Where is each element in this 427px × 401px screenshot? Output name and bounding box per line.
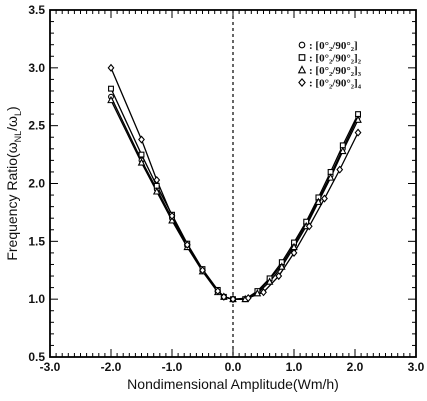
y-tick-label: 2.0 — [28, 177, 45, 191]
series-markers — [107, 63, 362, 304]
diamond-marker — [298, 78, 306, 87]
series-lines — [110, 67, 359, 300]
x-tick-label: 1.0 — [286, 360, 303, 374]
y-tick-label: 1.0 — [28, 292, 45, 306]
square-marker — [108, 85, 114, 92]
legend: : [0°₂/90°₂]: [0°₂/90°₂]₂: [0°₂/90°₂]₃: … — [297, 40, 362, 90]
legend-entry: : [0°₂/90°₂] — [309, 40, 358, 52]
diamond-marker — [290, 248, 298, 257]
diamond-marker — [183, 240, 191, 249]
triangle-marker — [277, 262, 286, 270]
x-tick-label: 0.0 — [225, 360, 242, 374]
diamond-marker — [260, 288, 267, 297]
x-tick-label: 2.0 — [347, 360, 364, 374]
series-line — [110, 67, 359, 300]
diamond-marker — [229, 295, 237, 304]
triangle-marker — [314, 197, 323, 205]
diamond-marker — [199, 266, 206, 275]
y-label-sub1: NL — [13, 131, 23, 143]
y-tick-label: 0.5 — [28, 350, 45, 364]
tick-labels: -3.0 -2.0 -1.0 0.0 1.0 2.0 3.0 0.5 1.0 1.5 2.0 2.5 3… — [28, 3, 424, 374]
y-tick-label: 3.5 — [28, 3, 45, 17]
diamond-marker — [244, 293, 252, 303]
diamond-marker — [153, 175, 161, 185]
y-label-end: ) — [4, 106, 20, 111]
triangle-marker — [253, 288, 262, 297]
diamond-marker — [354, 128, 362, 137]
diamond-marker — [275, 271, 283, 281]
y-axis-label: Frequency Ratio(ωNL/ωL) — [4, 106, 23, 260]
triangle-marker — [152, 187, 161, 195]
diamond-marker — [168, 211, 176, 220]
triangle-marker — [107, 95, 115, 104]
triangle-marker — [354, 115, 362, 123]
y-label-main: Frequency Ratio(ω — [4, 142, 20, 260]
legend-entry: : [0°₂/90°₂]₂ — [309, 53, 362, 65]
diamond-marker — [138, 135, 145, 144]
y-label-mid: /ω — [4, 116, 20, 131]
x-tick-label: 3.0 — [408, 360, 425, 374]
y-label-sub2: L — [13, 111, 23, 116]
triangle-marker — [338, 146, 347, 155]
diamond-marker — [321, 194, 328, 203]
x-axis-label: Nondimensional Amplitude(Wm/h) — [127, 376, 339, 392]
diamond-marker — [107, 63, 115, 72]
plot-frame — [49, 9, 417, 358]
diamond-marker — [214, 287, 222, 296]
triangle-marker — [297, 65, 307, 74]
y-tick-label: 1.5 — [28, 234, 45, 248]
y-tick-label: 2.5 — [28, 119, 45, 133]
triangle-marker — [168, 216, 176, 224]
x-tick-label: -1.0 — [162, 360, 183, 374]
square-marker — [138, 151, 145, 158]
x-tick-label: -2.0 — [101, 360, 122, 374]
diamond-marker — [336, 165, 344, 174]
legend-entry: : [0°₂/90°₂]₄ — [309, 78, 362, 90]
y-tick-label: 3.0 — [28, 61, 45, 75]
triangle-marker — [265, 277, 274, 285]
diamond-marker — [220, 292, 228, 301]
x-tick-label: -3.0 — [40, 360, 61, 374]
triangle-marker — [137, 158, 146, 166]
legend-entry: : [0°₂/90°₂]₃ — [309, 65, 362, 77]
square-marker — [298, 54, 306, 61]
triangle-marker — [326, 173, 335, 181]
diamond-marker — [305, 222, 313, 231]
circle-marker — [298, 41, 306, 49]
